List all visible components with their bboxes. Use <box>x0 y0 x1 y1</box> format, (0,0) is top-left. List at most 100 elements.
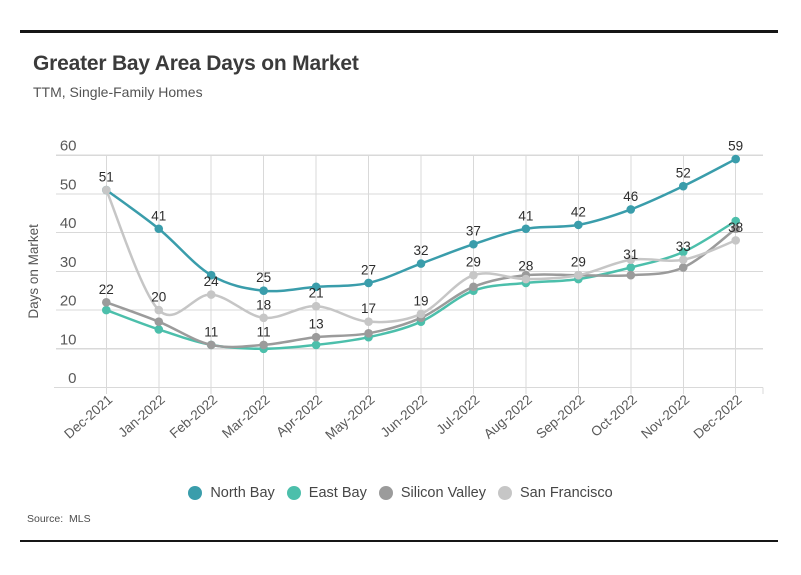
data-point-san-francisco <box>154 305 164 315</box>
point-label: 28 <box>518 259 533 274</box>
x-tick-label: Aug-2022 <box>481 392 535 442</box>
legend-dot-icon <box>498 486 512 500</box>
data-point-east-bay <box>102 305 111 315</box>
point-label: 25 <box>256 270 271 285</box>
data-point-north-bay <box>311 282 321 292</box>
point-label: 42 <box>571 204 586 219</box>
point-label: 46 <box>623 189 638 204</box>
data-point-silicon-valley <box>259 340 268 350</box>
data-point-north-bay <box>154 224 164 234</box>
data-point-silicon-valley <box>102 298 111 307</box>
data-point-north-bay <box>469 239 478 249</box>
data-point-north-bay <box>626 205 636 214</box>
data-point-silicon-valley <box>206 340 216 350</box>
data-point-san-francisco <box>678 255 688 265</box>
data-point-san-francisco <box>102 185 111 195</box>
chart-subtitle: TTM, Single-Family Homes <box>33 84 203 100</box>
x-tick-label: Jul-2022 <box>433 392 482 437</box>
bottom-rule <box>20 540 778 542</box>
y-tick-label: 50 <box>60 176 77 193</box>
data-point-san-francisco <box>364 317 373 326</box>
chart-legend: North Bay East Bay Silicon Valley San Franc… <box>0 485 801 501</box>
data-point-north-bay <box>364 278 373 288</box>
data-point-san-francisco <box>626 255 636 265</box>
legend-item-silicon-valley: Silicon Valley <box>378 485 486 501</box>
data-point-north-bay <box>259 286 268 296</box>
point-label: 37 <box>466 224 481 239</box>
data-point-east-bay <box>626 263 636 272</box>
legend-item-east-bay: East Bay <box>286 485 367 501</box>
y-tick-label: 10 <box>60 331 77 348</box>
data-point-silicon-valley <box>626 270 636 280</box>
point-label: 17 <box>361 301 376 316</box>
point-label: 29 <box>571 255 586 270</box>
series-san-francisco <box>102 185 740 326</box>
point-label: 24 <box>204 274 220 289</box>
data-point-san-francisco <box>416 309 426 319</box>
y-axis-title: Days on Market <box>26 224 41 319</box>
data-point-east-bay <box>311 340 321 350</box>
data-point-silicon-valley <box>311 332 321 342</box>
line-chart: 0 10 20 30 40 50 60 Dec-2021 Jan-2022 Feb-2022 Mar… <box>26 138 764 443</box>
x-tick-label: Mar-2022 <box>219 392 272 441</box>
point-label: 31 <box>623 247 638 262</box>
data-point-san-francisco <box>469 270 478 280</box>
data-point-silicon-valley <box>154 317 164 326</box>
data-point-san-francisco <box>574 270 583 280</box>
data-point-north-bay <box>521 224 531 234</box>
x-tick-label: Sep-2022 <box>533 392 587 442</box>
point-label: 20 <box>151 290 166 305</box>
point-label: 11 <box>257 324 271 339</box>
data-point-north-bay <box>731 154 740 164</box>
legend-dot-icon <box>378 486 393 500</box>
legend-label: Silicon Valley <box>400 485 486 501</box>
data-point-east-bay <box>678 247 688 257</box>
y-tick-label: 30 <box>60 254 77 271</box>
data-point-silicon-valley <box>469 282 478 292</box>
data-point-north-bay <box>678 181 688 191</box>
data-point-san-francisco <box>311 301 321 311</box>
x-tick-label: Dec-2022 <box>691 392 745 442</box>
point-label: 29 <box>466 255 481 270</box>
top-rule <box>20 30 778 33</box>
legend-label: North Bay <box>210 485 275 501</box>
data-point-east-bay <box>154 325 164 334</box>
point-label: 32 <box>413 243 428 258</box>
point-labels: 51 41 25 27 32 37 41 42 46 52 59 31 22 11 11 13 20 24 18 21… <box>99 139 743 340</box>
chart-title: Greater Bay Area Days on Market <box>33 52 359 75</box>
x-tick-label: Feb-2022 <box>167 392 220 441</box>
data-point-east-bay <box>731 216 740 226</box>
data-point-san-francisco <box>259 313 268 323</box>
legend-label: San Francisco <box>520 485 613 501</box>
point-label: 22 <box>99 282 114 297</box>
x-tick-label: Apr-2022 <box>273 392 325 440</box>
point-label: 59 <box>728 139 743 154</box>
y-tick-label: 60 <box>60 138 77 155</box>
point-label: 21 <box>309 286 324 301</box>
data-point-san-francisco <box>206 290 216 299</box>
data-point-silicon-valley <box>364 328 373 338</box>
data-point-san-francisco <box>521 274 531 284</box>
x-tick-label: Jan-2022 <box>115 392 167 440</box>
point-label: 52 <box>676 166 691 181</box>
legend-dot-icon <box>286 486 301 500</box>
x-tick-label: Nov-2022 <box>638 392 692 442</box>
point-label: 38 <box>728 220 743 235</box>
point-label: 41 <box>518 208 533 223</box>
legend-item-san-francisco: San Francisco <box>498 485 613 501</box>
point-label: 51 <box>99 170 114 185</box>
point-label: 27 <box>361 262 376 277</box>
data-point-silicon-valley <box>678 263 688 272</box>
point-label: 11 <box>204 324 218 339</box>
y-tick-label: 20 <box>60 293 77 310</box>
legend-dot-icon <box>188 486 203 500</box>
data-point-north-bay <box>206 270 216 280</box>
data-point-silicon-valley <box>731 224 740 234</box>
point-label: 41 <box>151 208 166 223</box>
data-point-san-francisco <box>731 236 740 245</box>
point-label: 18 <box>256 297 271 312</box>
point-label: 19 <box>413 293 428 308</box>
